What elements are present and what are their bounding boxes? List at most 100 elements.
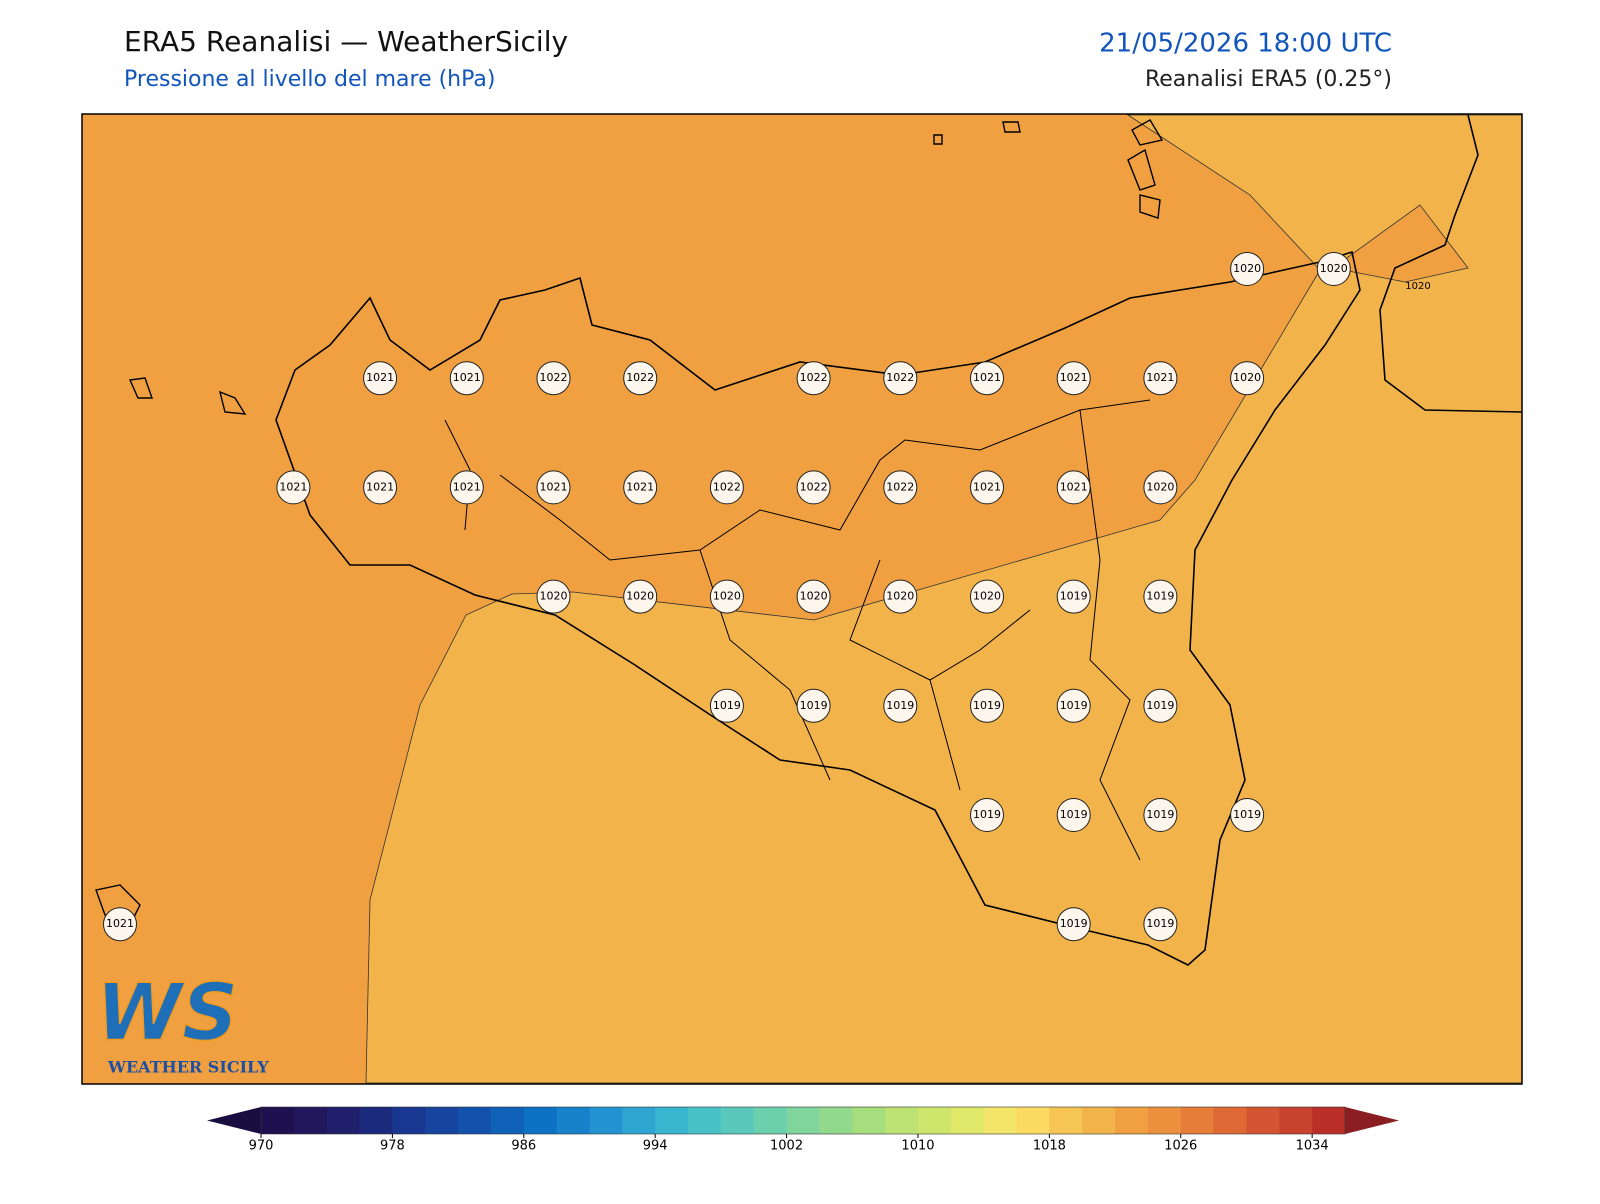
date: 21/05/2026 18:00 UTC	[1099, 29, 1392, 59]
station-value: 1021	[1060, 480, 1088, 493]
station-value: 1021	[106, 917, 134, 930]
station-marker	[1056, 907, 1091, 942]
station-marker	[623, 361, 658, 396]
title: ERA5 Reanalisi — WeatherSicily	[124, 25, 568, 58]
station-marker	[883, 688, 918, 723]
station-marker	[363, 470, 398, 505]
colorbar-swatch	[720, 1107, 755, 1134]
station-value: 1019	[1146, 808, 1174, 821]
admin-borders	[444, 399, 1151, 861]
logo: WS WEATHER SICILY	[95, 968, 269, 1077]
station-value: 1019	[1060, 808, 1088, 821]
station-marker	[536, 579, 571, 614]
station-value: 1021	[453, 371, 481, 384]
station-marker	[883, 579, 918, 614]
colorbar-swatch	[1213, 1107, 1247, 1134]
station-value: 1021	[453, 480, 481, 493]
station-marker	[883, 470, 918, 505]
station-value: 1020	[973, 590, 1001, 603]
map-frame	[81, 113, 1523, 1085]
colorbar-swatch	[950, 1107, 985, 1134]
station-marker	[1056, 361, 1091, 396]
colorbar-tick-label: 970	[249, 1139, 274, 1154]
station-value: 1021	[366, 371, 394, 384]
station-value: 1020	[1233, 262, 1261, 275]
colorbar-swatch	[1279, 1107, 1313, 1134]
station-value: 1020	[886, 590, 914, 603]
station-value: 1019	[1060, 699, 1088, 712]
station-marker	[709, 688, 744, 723]
station-value: 1022	[886, 480, 914, 493]
station-marker	[796, 470, 831, 505]
station-value: 1021	[626, 480, 654, 493]
station-marker	[1056, 579, 1091, 614]
colorbar-frame	[260, 1106, 1346, 1135]
station-marker	[103, 907, 137, 942]
station-value: 1019	[973, 808, 1001, 821]
logo-mark: WS	[96, 968, 238, 1058]
station-value: 1021	[1146, 371, 1174, 384]
colorbar-swatch	[917, 1107, 952, 1134]
station-value: 1021	[973, 371, 1001, 384]
station-value: 1019	[973, 699, 1001, 712]
colorbar-swatch	[261, 1107, 295, 1134]
colorbar-swatch	[1049, 1107, 1083, 1134]
station-marker	[1143, 361, 1178, 396]
station-value: 1021	[1060, 371, 1088, 384]
colorbar-tick-label: 1034	[1296, 1139, 1329, 1154]
station-marker	[709, 470, 744, 505]
station-marker	[1056, 798, 1091, 832]
station-value: 1019	[1060, 917, 1088, 930]
station-marker	[536, 361, 571, 396]
station-marker	[970, 361, 1004, 396]
station-marker	[796, 688, 831, 723]
colorbar-swatch	[589, 1107, 623, 1134]
colorbar-swatch	[819, 1107, 853, 1134]
station-marker	[1230, 361, 1265, 396]
colorbar-swatch	[1016, 1107, 1050, 1134]
station-value: 1020	[1233, 371, 1261, 384]
station-marker	[536, 470, 571, 505]
station-value: 1020	[1320, 262, 1348, 275]
station-value: 1019	[800, 699, 828, 712]
station-marker	[796, 361, 831, 396]
station-marker	[449, 470, 484, 505]
colorbar-tick-label: 994	[643, 1139, 668, 1154]
station-value: 1020	[800, 590, 828, 603]
station-value: 1021	[540, 480, 568, 493]
colorbar-swatch	[1082, 1107, 1116, 1134]
station-marker	[1316, 252, 1351, 286]
station-marker	[276, 470, 311, 505]
colorbar-swatch	[655, 1107, 689, 1134]
station-value: 1021	[973, 480, 1001, 493]
colorbar-swatch	[359, 1107, 393, 1134]
station-marker	[883, 361, 918, 396]
colorbar-under	[207, 1107, 261, 1134]
station-marker	[1230, 252, 1265, 286]
station-value: 1019	[1060, 590, 1088, 603]
source: Reanalisi ERA5 (0.25°)	[1145, 67, 1392, 92]
colorbar-tick-label: 1026	[1164, 1139, 1197, 1154]
station-value: 1021	[366, 480, 394, 493]
contour-label: 1020	[1405, 281, 1430, 292]
station-value: 1020	[540, 590, 568, 603]
colorbar-tick-label: 1018	[1033, 1139, 1066, 1154]
station-marker	[1143, 907, 1178, 942]
colorbar-tick-label: 986	[511, 1139, 536, 1154]
subtitle: Pressione al livello del mare (hPa)	[124, 67, 495, 92]
colorbar-swatch	[1246, 1107, 1280, 1134]
station-value: 1022	[713, 480, 741, 493]
colorbar-swatch	[688, 1107, 722, 1134]
contour-tongue	[1332, 204, 1469, 283]
colorbar-swatch	[1180, 1107, 1215, 1134]
station-marker	[449, 361, 484, 396]
colorbar-swatch	[425, 1107, 459, 1134]
colorbar-tick-label: 1010	[901, 1139, 934, 1154]
colorbar-swatch	[1312, 1107, 1346, 1134]
station-value: 1019	[886, 699, 914, 712]
station-value: 1019	[1146, 699, 1174, 712]
station-value: 1020	[626, 590, 654, 603]
station-value: 1022	[800, 371, 828, 384]
